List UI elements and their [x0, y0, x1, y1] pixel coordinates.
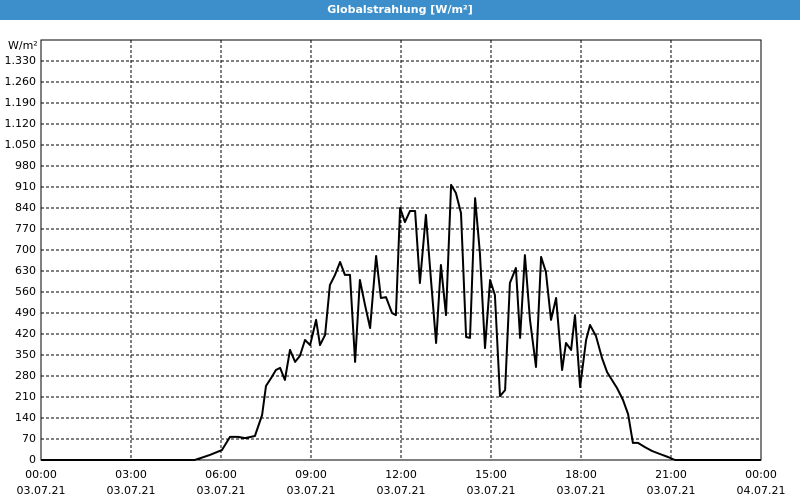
x-tick-date: 03.07.21 [107, 484, 156, 497]
x-tick-label: 09:00 [295, 468, 327, 481]
y-tick-label: 1.050 [5, 138, 37, 151]
y-tick-label: 840 [15, 201, 36, 214]
y-tick-label: 1.330 [5, 54, 37, 67]
x-tick-date: 03.07.21 [377, 484, 426, 497]
x-tick-date: 04.07.21 [737, 484, 786, 497]
y-tick-label: 1.190 [5, 96, 37, 109]
y-tick-label: 630 [15, 264, 36, 277]
plot-border [40, 39, 762, 461]
x-tick-label: 21:00 [655, 468, 687, 481]
x-tick-date: 03.07.21 [647, 484, 696, 497]
x-tick-label: 00:00 [25, 468, 57, 481]
y-tick-label: 700 [15, 243, 36, 256]
y-tick-label: 280 [15, 369, 36, 382]
x-tick-date: 03.07.21 [467, 484, 516, 497]
x-tick-date: 03.07.21 [197, 484, 246, 497]
y-tick-label: 490 [15, 306, 36, 319]
x-tick-label: 18:00 [565, 468, 597, 481]
y-tick-label: 350 [15, 348, 36, 361]
x-tick-date: 03.07.21 [17, 484, 66, 497]
y-tick-label: 0 [29, 453, 36, 466]
y-tick-label: 770 [15, 222, 36, 235]
x-tick-label: 00:00 [745, 468, 777, 481]
y-tick-label: 560 [15, 285, 36, 298]
y-tick-label: 420 [15, 327, 36, 340]
line [41, 183, 761, 461]
y-tick-label: 70 [22, 432, 36, 445]
x-tick-label: 12:00 [385, 468, 417, 481]
chart-title: Globalstrahlung [W/m²] [327, 3, 473, 16]
x-tick-label: 15:00 [475, 468, 507, 481]
y-tick-label: 910 [15, 180, 36, 193]
y-tick-label: 1.260 [5, 75, 37, 88]
x-tick-label: 03:00 [115, 468, 147, 481]
y-tick-label: 980 [15, 159, 36, 172]
x-tick-date: 03.07.21 [557, 484, 606, 497]
x-tick-date: 03.07.21 [287, 484, 336, 497]
y-axis-label: W/m² [8, 39, 38, 52]
y-tick-label: 210 [15, 390, 36, 403]
x-tick-label: 06:00 [205, 468, 237, 481]
y-tick-label: 140 [15, 411, 36, 424]
title-bar [0, 0, 800, 20]
y-tick-label: 1.120 [5, 117, 37, 130]
